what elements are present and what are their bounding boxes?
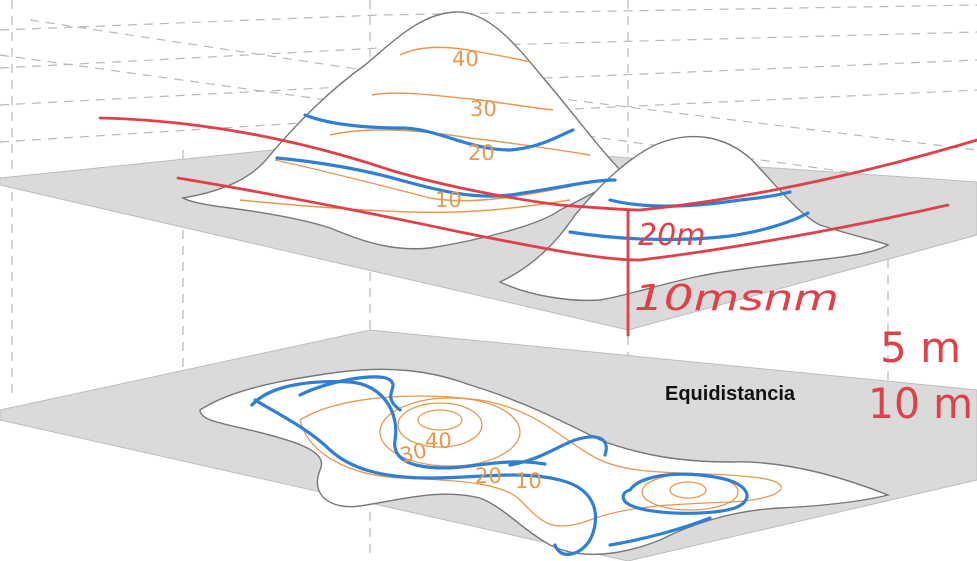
red-marker-strokes bbox=[98, 116, 977, 337]
map-label-10: 10 bbox=[515, 469, 542, 493]
contours-3d bbox=[239, 46, 601, 214]
handwritten-5m: 5 m bbox=[880, 323, 961, 372]
handwritten-10m: 10 m bbox=[868, 379, 973, 428]
contour-label-20: 20 bbox=[468, 141, 495, 165]
caption-equidistancia: Equidistancia bbox=[665, 383, 796, 405]
map-label-20: 20 bbox=[475, 464, 502, 488]
map-outline bbox=[199, 368, 891, 556]
contours-map bbox=[299, 395, 782, 527]
contour-label-10: 10 bbox=[435, 188, 462, 212]
blue-marker-strokes bbox=[250, 113, 810, 556]
handwritten-20m: 20m bbox=[638, 218, 705, 253]
contour-label-30: 30 bbox=[470, 97, 497, 121]
contour-label-40: 40 bbox=[452, 47, 479, 71]
map-label-40: 40 bbox=[425, 429, 452, 453]
handwritten-10msnm: 10msnm bbox=[634, 278, 839, 319]
